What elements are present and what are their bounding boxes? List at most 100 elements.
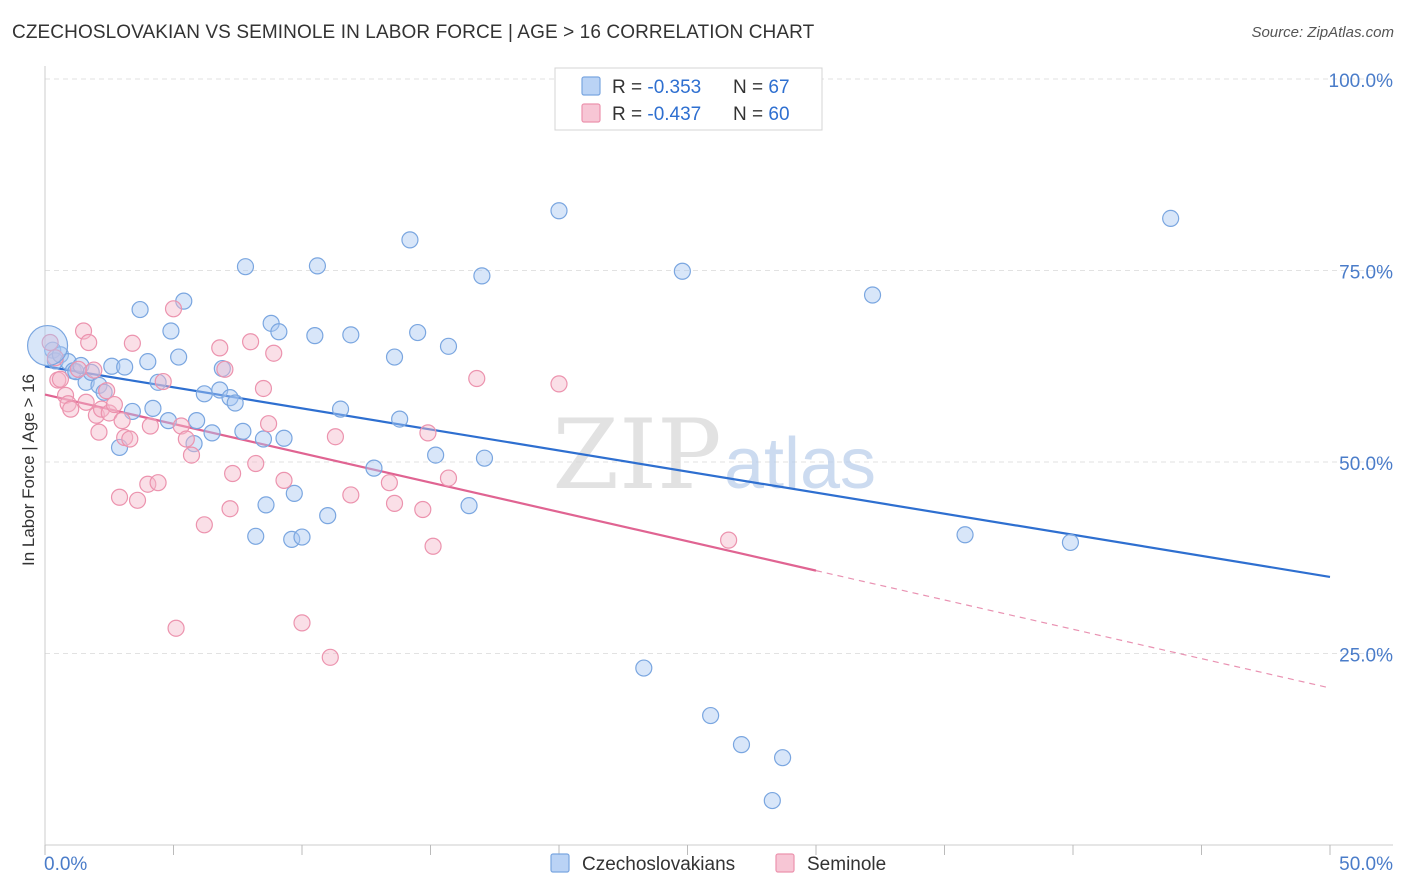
czechoslovakians-point-44 (319, 507, 337, 525)
czechoslovakians-point-67 (1162, 209, 1180, 228)
seminole-point-29 (167, 619, 185, 637)
czechoslovakians-point-48 (385, 348, 404, 366)
watermark-atlas: atlas (724, 424, 876, 504)
label-layer: 25.0% 50.0% 75.0% 100.0% 0.0% 50.0% In Labor F… (19, 71, 1393, 875)
czechoslovakians-point-20 (162, 322, 180, 340)
stats-n-label-1: N = (733, 77, 768, 98)
czechoslovakians-point-34 (254, 430, 273, 448)
x-tick-label-left: 0.0% (44, 854, 87, 875)
czechoslovakians-point-42 (306, 327, 324, 345)
seminole-point-16 (100, 404, 118, 422)
czechoslovakians-point-50 (401, 231, 419, 249)
seminole-point-6 (62, 400, 80, 418)
czechoslovakians-point-13 (116, 358, 134, 376)
seminole-point-45 (321, 648, 339, 666)
czechoslovakians-point-65 (956, 526, 974, 544)
seminole-point-28 (164, 300, 183, 318)
seminole-point-25 (141, 417, 159, 435)
seminole-point-32 (182, 446, 201, 464)
czechoslovakians-point-25 (195, 385, 213, 403)
czechoslovakians-point-15 (131, 300, 149, 319)
seminole-point-50 (414, 500, 432, 519)
czechoslovakians-point-11 (103, 357, 121, 375)
stats-r-value-2: -0.437 (647, 104, 701, 125)
seminole-point-35 (216, 360, 234, 378)
series-legend-swatch-czechoslovakians (550, 853, 570, 873)
czechoslovakians-point-17 (144, 399, 162, 417)
czechoslovakians-point-26 (203, 424, 221, 442)
czechoslovakians-point-53 (439, 337, 458, 355)
y-tick-label-50: 50.0% (1339, 454, 1393, 475)
czechoslovakians-point-19 (159, 412, 177, 430)
czechoslovakians-point-33 (247, 527, 265, 545)
czechoslovakians-point-40 (285, 484, 303, 503)
seminole-point-31 (177, 430, 195, 448)
czechoslovakians-point-66 (1061, 533, 1080, 552)
svg-text:N = 60: N = 60 (733, 104, 790, 125)
czechoslovakians-point-55 (473, 267, 491, 285)
seminole-point-7 (69, 360, 88, 378)
czechoslovakians-point-39 (283, 530, 301, 548)
seminole-point-22 (123, 334, 141, 352)
svg-text:R = -0.437: R = -0.437 (612, 104, 701, 125)
czechoslovakians-point-21 (170, 348, 188, 366)
czechoslovakians-point-24 (188, 412, 206, 430)
seminole-point-33 (195, 516, 213, 534)
seminole-point-30 (172, 417, 190, 435)
czechoslovakians-point-64 (863, 286, 882, 304)
czechoslovakians-point-60 (702, 706, 720, 725)
svg-text:N = 67: N = 67 (733, 77, 790, 98)
czechoslovakians-point-18 (149, 373, 167, 391)
czechoslovakians-point-56 (475, 449, 494, 467)
seminole-point-54 (468, 369, 486, 388)
czechoslovakians-point-37 (270, 323, 288, 341)
seminole-point-44 (293, 614, 311, 632)
czechoslovakians-point-35 (257, 496, 275, 514)
seminole-point-37 (224, 464, 242, 483)
trend-line-extension-seminole (815, 570, 1331, 689)
seminole-point-39 (247, 454, 265, 473)
chart-source: Source: ZipAtlas.com (1251, 24, 1394, 41)
stats-legend-swatch-pink (581, 103, 601, 123)
seminole-point-19 (113, 412, 131, 430)
czechoslovakians-point-38 (275, 429, 293, 447)
seminole-point-15 (98, 382, 116, 400)
y-axis-title: In Labor Force | Age > 16 (19, 374, 38, 566)
czechoslovakians-point-63 (773, 749, 792, 767)
stats-n-label-2: N = (733, 104, 768, 125)
czechoslovakians-point-47 (365, 459, 383, 477)
czechoslovakians-point-54 (460, 497, 478, 515)
seminole-point-36 (221, 500, 239, 518)
seminole-point-0 (41, 333, 59, 352)
seminole-point-34 (211, 339, 229, 357)
series-legend: Czechoslovakians Seminole (550, 853, 886, 875)
stats-legend-swatch-blue (581, 76, 601, 96)
stats-n-value-1: 67 (768, 77, 789, 98)
y-tick-label-25: 25.0% (1339, 646, 1393, 667)
seminole-point-46 (326, 428, 345, 446)
czechoslovakians-point-52 (427, 446, 445, 464)
czechoslovakians-point-59 (673, 262, 691, 280)
seminole-point-21 (121, 430, 139, 448)
points-layer (26, 202, 1180, 810)
seminole-point-43 (275, 471, 293, 489)
czechoslovakians-point-32 (236, 258, 255, 276)
seminole-point-11 (85, 361, 103, 379)
czechoslovakians-point-16 (139, 353, 157, 371)
stats-r-label-2: R = (612, 104, 647, 125)
seminole-point-40 (254, 379, 273, 398)
y-tick-label-100: 100.0% (1329, 71, 1394, 92)
seminole-point-23 (128, 491, 147, 509)
series-seminole (41, 300, 738, 666)
czechoslovakians-point-30 (226, 394, 244, 412)
svg-text:R = -0.353: R = -0.353 (612, 77, 701, 98)
czechoslovakians-point-8 (82, 363, 100, 381)
series-legend-label-czechoslovakians: Czechoslovakians (582, 854, 735, 875)
czechoslovakians-point-45 (331, 400, 350, 418)
seminole-point-38 (242, 333, 260, 351)
stats-r-value-1: -0.353 (647, 77, 701, 98)
seminole-point-56 (720, 531, 738, 549)
seminole-point-17 (105, 395, 123, 414)
czechoslovakians-point-57 (550, 202, 568, 220)
